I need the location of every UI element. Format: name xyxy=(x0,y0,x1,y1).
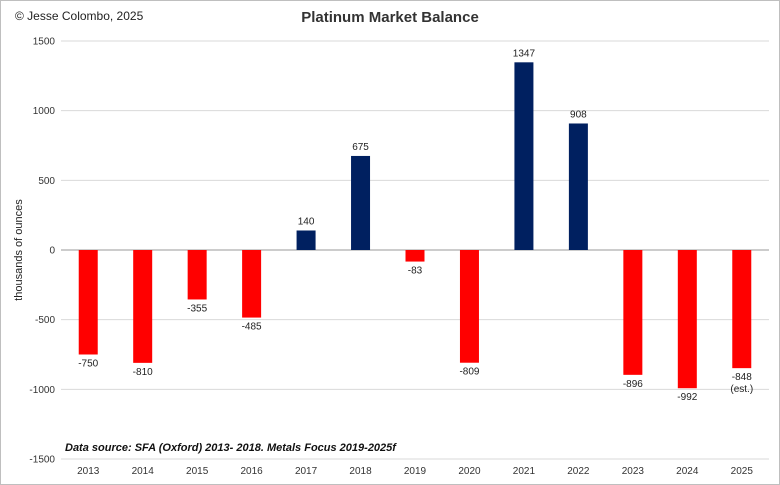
x-tick-label: 2013 xyxy=(77,466,100,477)
bar xyxy=(677,250,697,389)
y-tick-label: -500 xyxy=(35,315,55,326)
bar xyxy=(351,155,371,250)
bar xyxy=(133,250,153,363)
y-tick-label: 1500 xyxy=(33,37,56,48)
x-tick-label: 2017 xyxy=(295,466,318,477)
x-tick-label: 2024 xyxy=(676,466,699,477)
data-label: -809 xyxy=(459,367,479,378)
data-label: -810 xyxy=(133,367,153,378)
bar xyxy=(405,250,425,262)
x-tick-label: 2021 xyxy=(513,466,536,477)
data-label: -83 xyxy=(408,266,423,277)
bar xyxy=(732,250,752,369)
x-tick-label: 2018 xyxy=(349,466,372,477)
data-label: -485 xyxy=(242,322,262,333)
chart-title: Platinum Market Balance xyxy=(301,9,479,26)
x-tick-label: 2019 xyxy=(404,466,427,477)
y-tick-label: 500 xyxy=(38,176,55,187)
x-tick-label: 2023 xyxy=(622,466,645,477)
estimate-annotation: (est.) xyxy=(730,384,753,395)
bar xyxy=(187,250,207,300)
y-tick-label: 1000 xyxy=(33,106,56,117)
data-label: 908 xyxy=(570,109,587,120)
y-tick-label: 0 xyxy=(49,246,55,257)
data-label: -896 xyxy=(623,379,643,390)
data-label: -750 xyxy=(78,359,98,370)
x-tick-label: 2020 xyxy=(458,466,481,477)
x-tick-label: 2015 xyxy=(186,466,209,477)
bar xyxy=(568,123,588,250)
data-label: -355 xyxy=(187,303,207,314)
x-tick-label: 2025 xyxy=(731,466,754,477)
data-label: 140 xyxy=(298,216,315,227)
y-tick-label: -1500 xyxy=(29,455,55,466)
y-axis-title: thousands of ounces xyxy=(13,199,25,301)
data-source-note: Data source: SFA (Oxford) 2013- 2018. Me… xyxy=(65,442,396,454)
y-tick-label: -1000 xyxy=(29,385,55,396)
bar xyxy=(459,250,479,363)
x-tick-label: 2014 xyxy=(132,466,155,477)
bar xyxy=(296,230,316,250)
data-label: -848 xyxy=(732,372,752,383)
x-tick-label: 2022 xyxy=(567,466,590,477)
bar xyxy=(242,250,262,318)
copyright-credit: © Jesse Colombo, 2025 xyxy=(15,9,144,23)
bar xyxy=(514,62,534,251)
bar xyxy=(78,250,98,355)
bar xyxy=(623,250,643,375)
data-label: 675 xyxy=(352,142,369,153)
data-label: -992 xyxy=(677,392,697,403)
x-tick-label: 2016 xyxy=(240,466,263,477)
data-label: 1347 xyxy=(513,48,536,59)
